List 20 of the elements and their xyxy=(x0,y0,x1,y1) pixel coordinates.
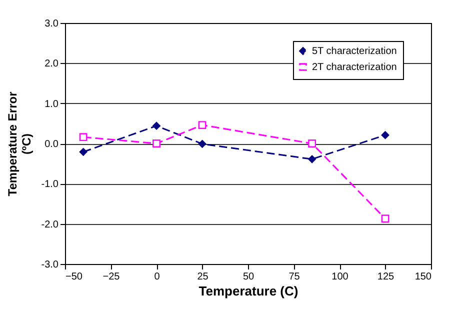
y-tick-label: 1.0 xyxy=(44,98,59,110)
legend-label: 5T characterization xyxy=(312,46,397,57)
x-tick-label: 75 xyxy=(288,272,300,282)
y-axis-title: Temperature Error (ºC) xyxy=(5,91,34,196)
y-tick-label: 3.0 xyxy=(44,18,59,30)
x-tick-label: 100 xyxy=(332,272,349,282)
x-tick-label: −25 xyxy=(102,272,120,282)
y-tick-label: -1.0 xyxy=(41,179,59,190)
x-tick-label: 0 xyxy=(154,272,160,282)
y-tick-label: -3.0 xyxy=(41,260,59,270)
y-tick-label: 2.0 xyxy=(44,58,59,70)
legend-label: 2T characterization xyxy=(312,62,397,73)
x-axis-title: Temperature (C) xyxy=(198,284,298,298)
x-tick-label: 50 xyxy=(242,272,254,282)
y-tick-label: -2.0 xyxy=(41,219,59,230)
y-tick-label: 0.0 xyxy=(44,139,59,150)
x-tick-label: 25 xyxy=(197,272,209,282)
x-tick-label: −50 xyxy=(66,272,83,282)
x-tick-label: 125 xyxy=(377,272,395,282)
x-tick-label: 150 xyxy=(414,272,432,282)
